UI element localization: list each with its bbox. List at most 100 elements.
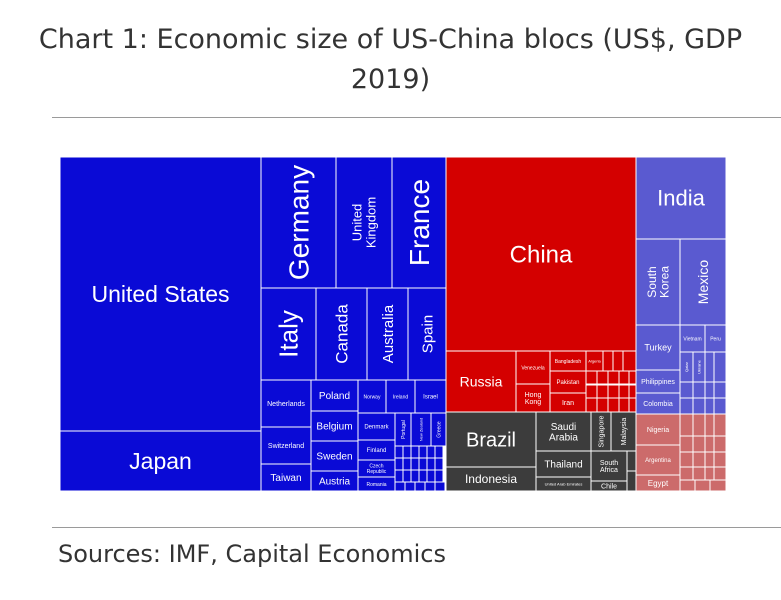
tile-hk-label: Hong Kong <box>525 392 542 406</box>
unaligned-red-small-tile-4 <box>713 413 727 437</box>
us-small-tile-20 <box>404 481 416 492</box>
tile-bd-label: Bangladesh <box>555 359 582 365</box>
tile-nz-label: New Zealand <box>418 418 423 442</box>
tile-dk-label: Denmark <box>364 425 389 431</box>
china-small-tile-18 <box>628 397 637 413</box>
tile-br-label: Brazil <box>466 430 516 452</box>
leaning-small-tile-2 <box>626 470 637 492</box>
tile-mx <box>679 238 727 326</box>
china-small-tile-1 <box>602 350 615 372</box>
unaligned-blue-small-tile-6 <box>713 381 727 399</box>
tile-nl-label: Netherlands <box>267 401 305 408</box>
chart-title: Chart 1: Economic size of US-China blocs… <box>38 24 743 95</box>
unaligned-red-small-tile-15 <box>704 466 715 481</box>
tile-au-label: Australia <box>380 304 397 363</box>
tile-eg-label: Egypt <box>648 479 669 488</box>
tile-dk <box>357 412 396 441</box>
unaligned-blue-small-tile-10 <box>713 397 727 415</box>
tile-dz-label: Algeria <box>588 358 601 363</box>
tile-cn-label: China <box>510 241 573 268</box>
tile-pl <box>310 379 359 412</box>
tile-se-label: Sweden <box>316 452 352 463</box>
tile-at-label: Austria <box>319 477 351 488</box>
tile-cz-label: Czech Republic <box>367 464 387 475</box>
china-small-tile-8 <box>628 370 637 385</box>
tile-cl-label: Chile <box>601 483 617 490</box>
tile-pt-label: Portugal <box>401 420 407 439</box>
tile-de-label: Germany <box>283 165 314 280</box>
china-small-tile-3 <box>622 350 637 372</box>
us-small-tile-17 <box>426 469 436 483</box>
tile-my-label: Malaysia <box>621 418 628 446</box>
tile-tw-label: Taiwan <box>270 473 301 484</box>
tile-us <box>59 156 262 432</box>
tile-ro-label: Romania <box>366 482 386 488</box>
tile-gr-label: Greece <box>436 421 442 438</box>
tile-ve-label: Venezuela <box>521 365 545 371</box>
tile-th <box>535 450 592 478</box>
unaligned-blue-small-tile-3 <box>679 381 694 399</box>
tile-fr <box>391 156 447 289</box>
tile-ae-label: United Arab Emirates <box>545 481 583 486</box>
tile-pe-label: Peru <box>710 336 721 342</box>
top-divider <box>52 117 781 118</box>
unaligned-red-small-tile-19 <box>709 479 727 492</box>
china-small-tile-14 <box>585 397 598 413</box>
tile-ca-label: Canada <box>332 304 351 364</box>
tile-ir-label: Iran <box>562 400 574 407</box>
tile-jp-label: Japan <box>129 448 192 474</box>
china-small-tile-13 <box>628 384 637 399</box>
tile-sg-label: Singapore <box>598 415 605 447</box>
unaligned-red-small-tile-11 <box>704 451 715 469</box>
china-small-tile-5 <box>596 370 609 385</box>
tile-mx-label: Mexico <box>695 260 711 305</box>
tile-it-label: Italy <box>274 310 304 358</box>
tile-th-label: Thailand <box>544 460 582 471</box>
unaligned-red-small-tile-12 <box>713 451 727 469</box>
china-small-tile-17 <box>618 397 631 413</box>
tile-ar-label: Argentina <box>645 458 671 464</box>
tile-fi-label: Finland <box>367 448 387 454</box>
tile-vn-label: Vietnam <box>683 336 701 342</box>
tile-tr-label: Turkey <box>644 343 672 353</box>
unaligned-red-small-tile-10 <box>692 451 706 469</box>
tile-be <box>310 410 359 442</box>
unaligned-red-small-tile-14 <box>692 466 706 481</box>
tile-nl <box>260 379 312 428</box>
china-small-tile-9 <box>585 384 598 399</box>
us-small-tile-22 <box>424 481 436 492</box>
tile-qa-label: Qatar <box>684 361 689 372</box>
tile-ie <box>385 379 416 414</box>
tile-fr-label: France <box>404 179 435 266</box>
tile-ua-label: Ukraine <box>696 359 701 374</box>
tile-vn <box>679 324 706 353</box>
us-small-tile-11 <box>426 457 436 471</box>
unaligned-blue-small-tile-4 <box>692 381 706 399</box>
china-small-tile-15 <box>596 397 609 413</box>
tile-ph-label: Philippines <box>641 379 675 386</box>
us-small-tile-23 <box>434 481 446 492</box>
tile-pl-label: Poland <box>319 391 350 402</box>
us-small-tile-1 <box>394 445 404 459</box>
us-small-tile-3 <box>410 445 420 459</box>
us-small-tile-12 <box>434 457 444 471</box>
us-small-tile-21 <box>414 481 426 492</box>
tile-ar <box>635 444 681 476</box>
china-small-tile-2 <box>612 350 625 372</box>
tile-za-label: South Africa <box>600 460 618 474</box>
unaligned-blue-small-tile-2 <box>713 351 727 383</box>
unaligned-red-small-tile-9 <box>679 451 694 469</box>
unaligned-red-small-tile-3 <box>704 413 715 437</box>
tile-ch <box>260 426 312 465</box>
unaligned-blue-small-tile-9 <box>704 397 715 415</box>
us-small-tile-7 <box>394 457 404 471</box>
china-small-tile-7 <box>618 370 631 385</box>
source-note: Sources: IMF, Capital Economics <box>58 540 446 568</box>
tile-ru-label: Russia <box>460 373 503 389</box>
tile-ie-label: Ireland <box>393 394 409 400</box>
us-small-tile-14 <box>402 469 412 483</box>
us-small-tile-2 <box>402 445 412 459</box>
unaligned-red-small-tile-2 <box>692 413 706 437</box>
tile-kr <box>635 238 681 326</box>
